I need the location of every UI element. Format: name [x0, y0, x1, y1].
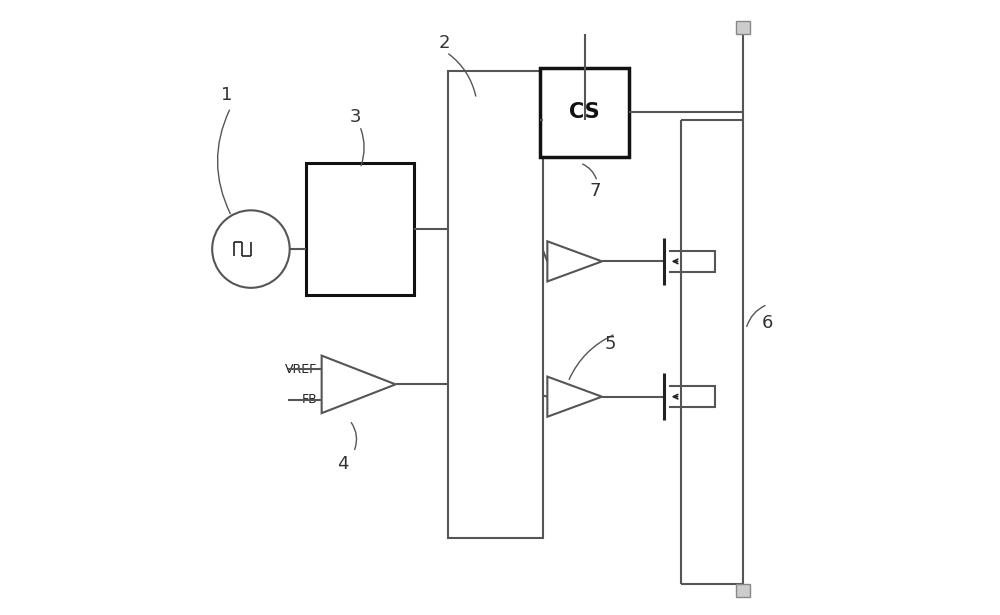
Bar — [306, 163, 414, 295]
Text: 7: 7 — [590, 181, 601, 200]
Text: 6: 6 — [762, 314, 773, 332]
Bar — [681, 251, 715, 272]
Text: 2: 2 — [439, 34, 450, 52]
Text: 5: 5 — [605, 335, 616, 354]
Bar — [736, 584, 750, 597]
Text: CS: CS — [569, 102, 600, 122]
Text: 1: 1 — [221, 86, 232, 105]
Text: 4: 4 — [337, 455, 349, 474]
Text: 3: 3 — [350, 108, 361, 126]
Text: FB: FB — [302, 393, 317, 406]
Bar — [540, 68, 629, 157]
Text: VREF: VREF — [285, 363, 317, 376]
Bar — [448, 71, 543, 538]
Bar — [681, 386, 715, 407]
Bar — [736, 21, 750, 34]
